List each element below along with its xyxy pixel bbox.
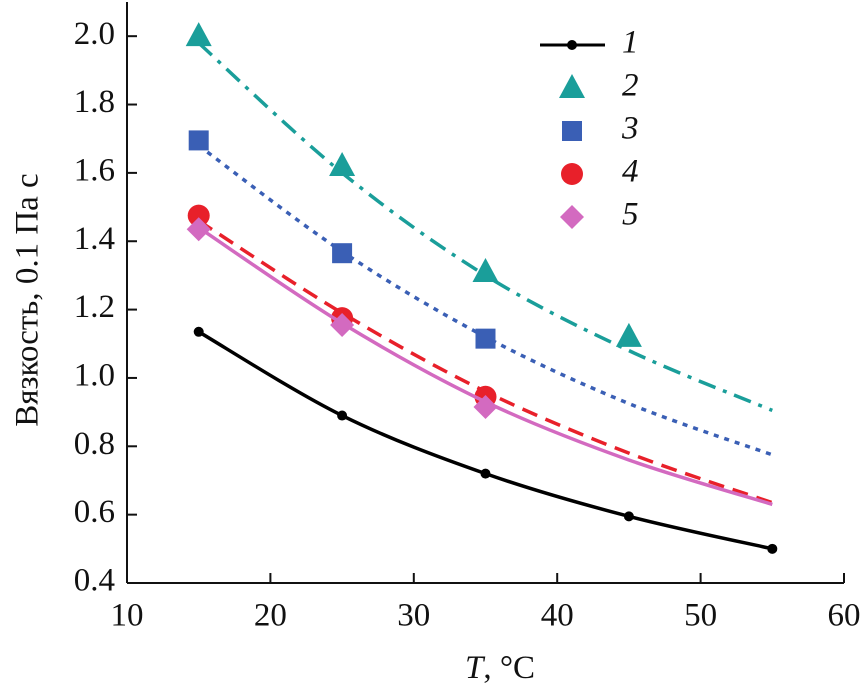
marker	[473, 394, 498, 419]
marker	[193, 326, 204, 337]
x-tick-label: 60	[828, 598, 861, 634]
y-tick-label: 0.8	[74, 426, 115, 462]
marker	[186, 217, 211, 242]
legend-label: 2	[622, 68, 639, 104]
legend-label: 1	[622, 25, 639, 61]
legend-label: 3	[621, 111, 639, 147]
marker	[562, 121, 582, 141]
x-tick-label: 30	[397, 598, 430, 634]
y-tick-label: 1.6	[74, 152, 115, 188]
marker	[475, 328, 496, 349]
marker	[330, 312, 355, 337]
marker	[561, 163, 583, 185]
x-tick-label: 40	[541, 598, 574, 634]
x-tick-label: 20	[254, 598, 287, 634]
legend-label: 5	[622, 197, 639, 233]
marker	[332, 243, 353, 264]
legend-label: 4	[622, 154, 639, 190]
y-tick-label: 0.4	[74, 563, 115, 599]
marker	[187, 204, 210, 227]
y-tick-label: 2.0	[74, 16, 115, 52]
x-tick-label: 10	[111, 598, 144, 634]
marker	[559, 74, 585, 98]
y-tick-label: 1.8	[74, 84, 115, 120]
x-axis-label: T, °C	[465, 650, 535, 686]
x-tick-label: 50	[684, 598, 717, 634]
marker	[560, 205, 584, 229]
marker	[472, 257, 499, 282]
y-axis-label: Вязкость, 0.1 Па с	[10, 173, 46, 426]
marker	[185, 22, 212, 47]
x-axis-symbol: T	[465, 650, 486, 686]
y-tick-label: 1.4	[74, 221, 115, 257]
marker	[615, 322, 642, 347]
y-tick-label: 1.0	[74, 358, 115, 394]
marker	[567, 40, 577, 50]
marker	[329, 152, 356, 177]
marker	[337, 410, 348, 421]
y-tick-label: 1.2	[74, 289, 115, 325]
x-axis-unit: , °C	[483, 650, 535, 686]
marker	[188, 130, 209, 151]
marker	[767, 543, 778, 554]
marker	[480, 468, 491, 479]
y-tick-label: 0.6	[74, 494, 115, 530]
marker	[623, 511, 634, 522]
series-line	[197, 41, 773, 413]
series-line	[197, 330, 773, 551]
